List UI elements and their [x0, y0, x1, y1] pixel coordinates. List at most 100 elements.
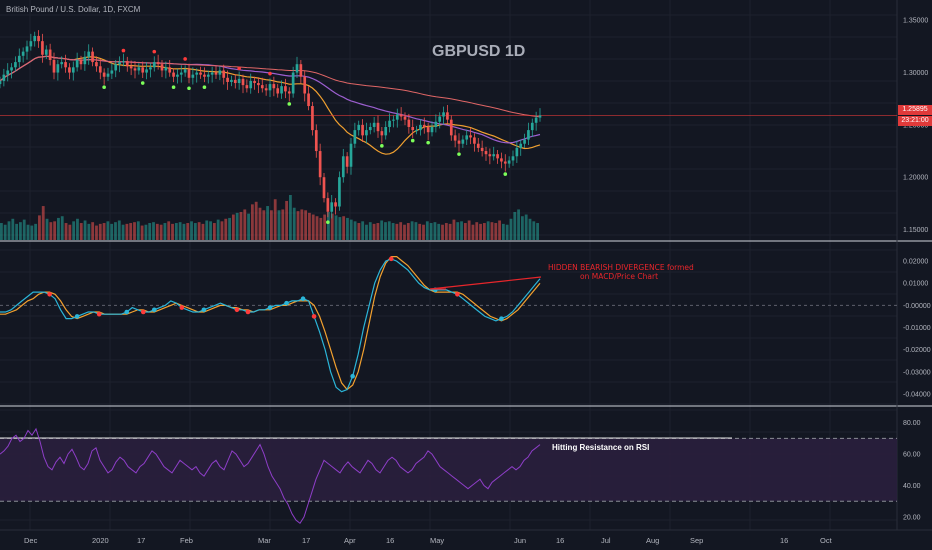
- ma-100-line: [0, 55, 541, 118]
- volume-bar: [186, 223, 190, 240]
- candle-body: [453, 135, 457, 141]
- macd-bear-cross-dot: [179, 305, 185, 310]
- candle-body: [48, 49, 52, 60]
- candle-body: [187, 69, 191, 78]
- volume-bar: [167, 221, 171, 240]
- candle-body: [241, 78, 245, 86]
- volume-bar: [106, 221, 110, 240]
- candle-body: [183, 69, 187, 73]
- volume-bar: [45, 218, 49, 240]
- y-tick-label: -0.03000: [903, 369, 931, 376]
- volume-bar: [479, 223, 482, 240]
- last-price-tag: 1.25895: [898, 105, 932, 115]
- candle-body: [260, 85, 264, 89]
- candle-body: [172, 72, 175, 77]
- volume-bar: [281, 209, 285, 240]
- candle-body: [392, 119, 395, 121]
- buy-signal-dot: [171, 85, 176, 90]
- x-tick-label: 16: [780, 536, 788, 545]
- volume-bar: [197, 222, 201, 240]
- volume-bar: [524, 214, 528, 240]
- candle-body: [303, 76, 307, 94]
- volume-bar: [163, 223, 167, 240]
- volume-bar: [380, 220, 384, 240]
- volume-bar: [323, 214, 327, 240]
- candle-body: [299, 64, 303, 77]
- candle-body: [523, 139, 526, 144]
- candle-body: [511, 156, 515, 161]
- candle-body: [384, 126, 388, 136]
- candle-body: [415, 130, 418, 132]
- candle-body: [353, 130, 357, 144]
- volume-bar: [414, 222, 418, 240]
- candle-body: [195, 72, 199, 75]
- candle-body: [330, 202, 334, 212]
- macd-bear-cross-dot: [245, 309, 251, 315]
- y-tick-label: -0.00000: [903, 303, 931, 310]
- volume-bar: [384, 222, 387, 240]
- candle-body: [29, 41, 33, 47]
- volume-bar: [471, 224, 475, 240]
- volume-bar: [509, 218, 513, 240]
- candle-body: [164, 67, 168, 71]
- candle-body: [6, 70, 10, 75]
- candle-body: [345, 156, 349, 167]
- buy-signal-dot: [326, 220, 330, 225]
- candle-body: [199, 72, 202, 75]
- candle-body: [341, 156, 345, 178]
- volume-bar: [372, 223, 376, 240]
- candle-body: [318, 151, 322, 178]
- macd-bull-cross-dot: [284, 300, 289, 306]
- volume-bar: [91, 222, 95, 240]
- candle-body: [179, 72, 183, 75]
- candle-body: [249, 80, 253, 89]
- macd-annotation-line2: on MACD/Price Chart: [580, 272, 659, 281]
- volume-bar: [133, 222, 136, 240]
- volume-bar: [174, 223, 178, 240]
- y-tick-label: 1.35000: [903, 18, 928, 25]
- candle-body: [519, 143, 523, 148]
- volume-bar: [205, 220, 209, 240]
- rsi-line: [0, 427, 541, 525]
- candle-body: [457, 140, 461, 144]
- volume-bar: [456, 222, 460, 240]
- volume-bar: [319, 217, 323, 240]
- candle-body: [237, 78, 241, 84]
- candle-body: [21, 51, 25, 56]
- volume-bar: [327, 211, 330, 240]
- candle-body: [407, 119, 411, 127]
- buy-signal-dot: [140, 81, 145, 85]
- volume-bar: [38, 215, 41, 240]
- y-tick-label: 80.00: [903, 420, 921, 427]
- candle-body: [480, 147, 484, 152]
- volume-bar: [517, 209, 520, 240]
- volume-bar: [212, 223, 216, 240]
- candle-body: [503, 161, 507, 164]
- volume-bar: [300, 209, 304, 240]
- rsi-annotation: Hitting Resistance on RSI: [552, 443, 650, 452]
- candle-body: [465, 135, 469, 140]
- volume-bar: [57, 217, 60, 240]
- candle-body: [60, 62, 64, 65]
- volume-bar: [334, 215, 338, 240]
- candle-body: [149, 67, 152, 70]
- volume-bar: [346, 217, 349, 240]
- volume-bar: [463, 223, 467, 240]
- volume-bar: [425, 221, 429, 240]
- candle-body: [203, 74, 206, 77]
- volume-bar: [102, 223, 106, 240]
- candle-body: [272, 84, 276, 89]
- candle-body: [37, 35, 40, 42]
- candle-body: [372, 122, 376, 127]
- macd-bull-cross-dot: [300, 296, 306, 302]
- y-tick-label: 1.15000: [903, 227, 928, 234]
- volume-bar: [243, 209, 247, 240]
- candle-body: [442, 112, 445, 117]
- volume-bar: [19, 222, 22, 240]
- volume-bar: [201, 223, 205, 240]
- candle-body: [534, 117, 538, 123]
- candle-body: [64, 62, 67, 68]
- candle-body: [91, 51, 94, 63]
